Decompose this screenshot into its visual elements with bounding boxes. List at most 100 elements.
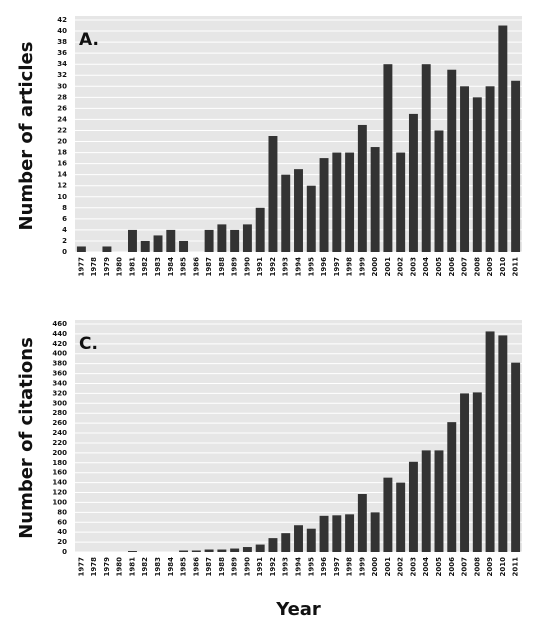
x-tick-label: 1985 (180, 257, 188, 277)
x-tick-label: 1989 (231, 557, 239, 577)
x-tick-label: 2008 (473, 557, 481, 577)
y-tick-label: 40 (57, 528, 67, 536)
y-tick-label: 400 (52, 350, 67, 358)
bar (128, 229, 137, 252)
bar (332, 152, 342, 252)
x-tick-label: 1999 (358, 257, 366, 277)
bar (255, 544, 265, 552)
x-tick-label: 1988 (218, 557, 226, 577)
bar (319, 158, 329, 252)
bar (447, 422, 457, 552)
bar (345, 514, 355, 552)
x-tick-label: 1980 (116, 557, 124, 577)
y-tick-label: 340 (52, 379, 67, 387)
y-tick-label: 60 (57, 518, 67, 526)
x-tick-label: 1986 (192, 557, 200, 577)
bar (102, 246, 112, 252)
y-tick-label: 20 (57, 538, 67, 546)
bar (217, 549, 227, 552)
x-tick-label: 1993 (282, 557, 290, 577)
x-tick-label: 1992 (269, 257, 277, 277)
bar (294, 169, 303, 252)
bar (370, 512, 380, 552)
x-tick-label: 1978 (90, 257, 98, 277)
bar (434, 130, 444, 252)
bar (242, 224, 252, 252)
bar (396, 482, 406, 552)
bar (179, 550, 189, 552)
bar (230, 548, 240, 552)
x-tick-label: 1981 (128, 257, 136, 277)
bar (345, 152, 355, 252)
y-tick-label: 36 (57, 49, 67, 57)
x-tick-label: 2010 (499, 557, 507, 577)
y-tick-label: 2 (62, 237, 67, 245)
y-tick-label: 14 (57, 171, 67, 179)
bar (268, 538, 278, 552)
y-tick-label: 300 (52, 399, 67, 407)
x-tick-label: 1977 (77, 257, 85, 277)
bar (204, 549, 214, 552)
bar (268, 136, 278, 252)
x-tick-label: 1998 (346, 557, 354, 577)
x-tick-label: 2010 (499, 257, 507, 277)
x-tick-label: 1997 (333, 557, 341, 577)
y-tick-label: 260 (52, 419, 67, 427)
x-tick-label: 2002 (397, 557, 405, 577)
x-tick-label: 1980 (116, 257, 124, 277)
y-tick-label: 38 (57, 38, 67, 46)
y-tick-label: 100 (52, 498, 67, 506)
bar (357, 124, 367, 252)
x-tick-label: 1985 (180, 557, 188, 577)
y-tick-label: 40 (57, 27, 67, 35)
bar (281, 174, 291, 252)
x-tick-label: 1999 (358, 557, 366, 577)
y-tick-label: 280 (52, 409, 67, 417)
x-tick-label: 1982 (141, 257, 149, 277)
x-tick-label: 2009 (486, 257, 494, 277)
y-tick-label: 8 (62, 204, 67, 212)
y-tick-label: 180 (52, 459, 67, 467)
bar (230, 229, 240, 252)
bar (447, 69, 457, 252)
y-tick-label: 140 (52, 479, 67, 487)
bar (370, 147, 380, 252)
bar (383, 477, 393, 552)
bar (460, 86, 469, 253)
x-tick-label: 2004 (422, 557, 430, 577)
x-tick-label: 1986 (192, 257, 200, 277)
x-tick-label: 2004 (422, 257, 430, 277)
bar (408, 461, 418, 552)
y-tick-label: 20 (57, 138, 67, 146)
bar (357, 494, 367, 552)
x-tick-label: 2000 (371, 257, 379, 277)
y-tick-label: 80 (57, 508, 67, 516)
x-tick-label: 1997 (333, 257, 341, 277)
y-tick-label: 10 (57, 193, 67, 201)
bar (421, 64, 431, 252)
y-tick-label: 34 (57, 60, 67, 68)
x-tick-label: 2001 (384, 257, 392, 277)
x-tick-label: 1978 (90, 557, 98, 577)
bar (485, 331, 495, 552)
bar (511, 362, 521, 552)
y-axis-title: Number of citations (16, 337, 37, 539)
bar (306, 528, 316, 552)
bar (498, 25, 508, 253)
x-tick-label: 1993 (282, 257, 290, 277)
x-tick-label: 2003 (409, 557, 417, 577)
x-tick-label: 2007 (461, 257, 469, 277)
x-tick-label: 1979 (103, 257, 111, 277)
x-tick-label: 2008 (473, 257, 481, 277)
bar (294, 525, 303, 552)
bar (191, 550, 201, 552)
y-tick-label: 22 (57, 126, 67, 134)
bar (281, 533, 291, 552)
y-tick-label: 160 (52, 469, 67, 477)
bar (485, 86, 495, 253)
y-tick-label: 0 (62, 248, 67, 256)
x-tick-label: 2011 (512, 257, 520, 277)
bar (460, 393, 469, 552)
bar (498, 335, 508, 552)
y-tick-label: 6 (62, 215, 67, 223)
